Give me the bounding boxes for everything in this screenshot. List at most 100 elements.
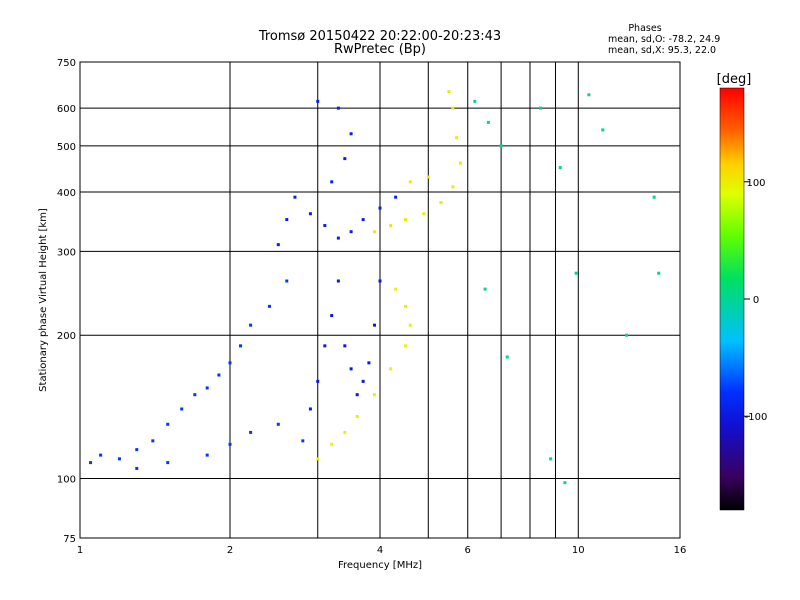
echo-point <box>249 323 253 327</box>
echo-point <box>166 461 170 465</box>
echo-point <box>336 106 340 110</box>
x-tick-label: 10 <box>572 545 585 556</box>
colorbar-ticks: 100 0 -100 <box>744 178 767 423</box>
echo-point <box>293 195 297 199</box>
y-tick-label: 75 <box>63 534 76 545</box>
colorbar-label: [deg] <box>717 72 752 87</box>
echo-point <box>403 304 407 308</box>
y-tick-label: 750 <box>57 58 76 69</box>
echo-point <box>394 287 398 291</box>
echo-point <box>89 461 93 465</box>
y-tick-label: 100 <box>57 475 76 486</box>
echo-point <box>625 333 629 337</box>
chart-title: Tromsø 20150422 20:22:00-20:23:43 <box>258 29 501 44</box>
echo-point <box>193 393 197 397</box>
echo-point <box>217 373 221 377</box>
echo-point <box>558 166 562 170</box>
echo-point <box>316 457 320 461</box>
echo-point <box>308 407 312 411</box>
echo-point <box>135 466 139 470</box>
echo-point <box>408 180 412 184</box>
echo-point <box>367 361 371 365</box>
legend-line-o: mean, sd,O: -78.2, 24.9 <box>608 34 720 45</box>
y-tick-label: 500 <box>57 142 76 153</box>
echo-point <box>228 442 232 446</box>
echo-point <box>657 271 661 275</box>
echo-point <box>316 99 320 103</box>
echo-point <box>394 195 398 199</box>
echo-point <box>505 355 509 359</box>
echo-point <box>652 195 656 199</box>
echo-point <box>180 407 184 411</box>
echo-point <box>166 422 170 426</box>
echo-point <box>458 161 462 165</box>
echo-point <box>336 236 340 240</box>
x-tick-label: 16 <box>674 545 687 556</box>
echo-point <box>135 448 139 452</box>
echo-point <box>228 361 232 365</box>
echo-point <box>323 344 327 348</box>
echo-point <box>451 185 455 189</box>
echo-point <box>205 386 209 390</box>
echo-point <box>267 304 271 308</box>
grid-lines <box>80 62 680 538</box>
echo-point <box>403 344 407 348</box>
echo-point <box>422 212 426 216</box>
echo-point <box>276 243 280 247</box>
x-tick-label: 6 <box>465 545 471 556</box>
echo-point <box>574 271 578 275</box>
echo-point <box>355 414 359 418</box>
echo-point <box>308 212 312 216</box>
echo-point <box>117 457 121 461</box>
echo-point <box>587 93 591 97</box>
colorbar-tick-label: -100 <box>745 412 768 423</box>
echo-point <box>408 323 412 327</box>
echo-point <box>99 453 103 457</box>
echo-point <box>601 128 605 132</box>
y-tick-label: 300 <box>57 247 76 258</box>
x-tick-labels: 1 2 4 6 10 16 <box>77 545 687 556</box>
echo-point <box>343 430 347 434</box>
echo-point <box>426 175 430 179</box>
echo-point <box>205 453 209 457</box>
echo-point <box>455 136 459 140</box>
x-axis-label: Frequency [MHz] <box>338 560 422 571</box>
echo-point <box>486 120 490 124</box>
echo-point <box>285 279 289 283</box>
echo-point <box>373 323 377 327</box>
legend-title: Phases <box>628 23 661 34</box>
echo-point <box>301 439 305 443</box>
colorbar-tick-label: 0 <box>753 295 759 306</box>
colorbar-tick-label: 100 <box>746 178 765 189</box>
echo-point <box>151 439 155 443</box>
echo-point <box>373 393 377 397</box>
echo-point <box>378 279 382 283</box>
data-points <box>89 90 661 485</box>
echo-point <box>499 144 503 148</box>
echo-point <box>343 344 347 348</box>
x-tick-label: 4 <box>377 545 383 556</box>
echo-point <box>239 344 243 348</box>
echo-point <box>403 218 407 222</box>
echo-point <box>539 106 543 110</box>
y-tick-labels: 75 100 200 300 400 500 600 750 <box>57 58 76 545</box>
echo-point <box>285 218 289 222</box>
echo-point <box>330 442 334 446</box>
echo-point <box>355 393 359 397</box>
y-tick-label: 600 <box>57 104 76 115</box>
y-tick-label: 200 <box>57 331 76 342</box>
echo-point <box>343 157 347 161</box>
echo-point <box>473 99 477 103</box>
colorbar <box>719 87 745 511</box>
echo-point <box>361 218 365 222</box>
echo-point <box>373 230 377 234</box>
echo-point <box>316 379 320 383</box>
echo-point <box>361 379 365 383</box>
echo-point <box>549 457 553 461</box>
echo-point <box>349 367 353 371</box>
echo-point <box>389 224 393 228</box>
echo-point <box>483 287 487 291</box>
y-axis-label: Stationary phase Virtual Height [km] <box>38 208 49 392</box>
echo-point <box>378 206 382 210</box>
